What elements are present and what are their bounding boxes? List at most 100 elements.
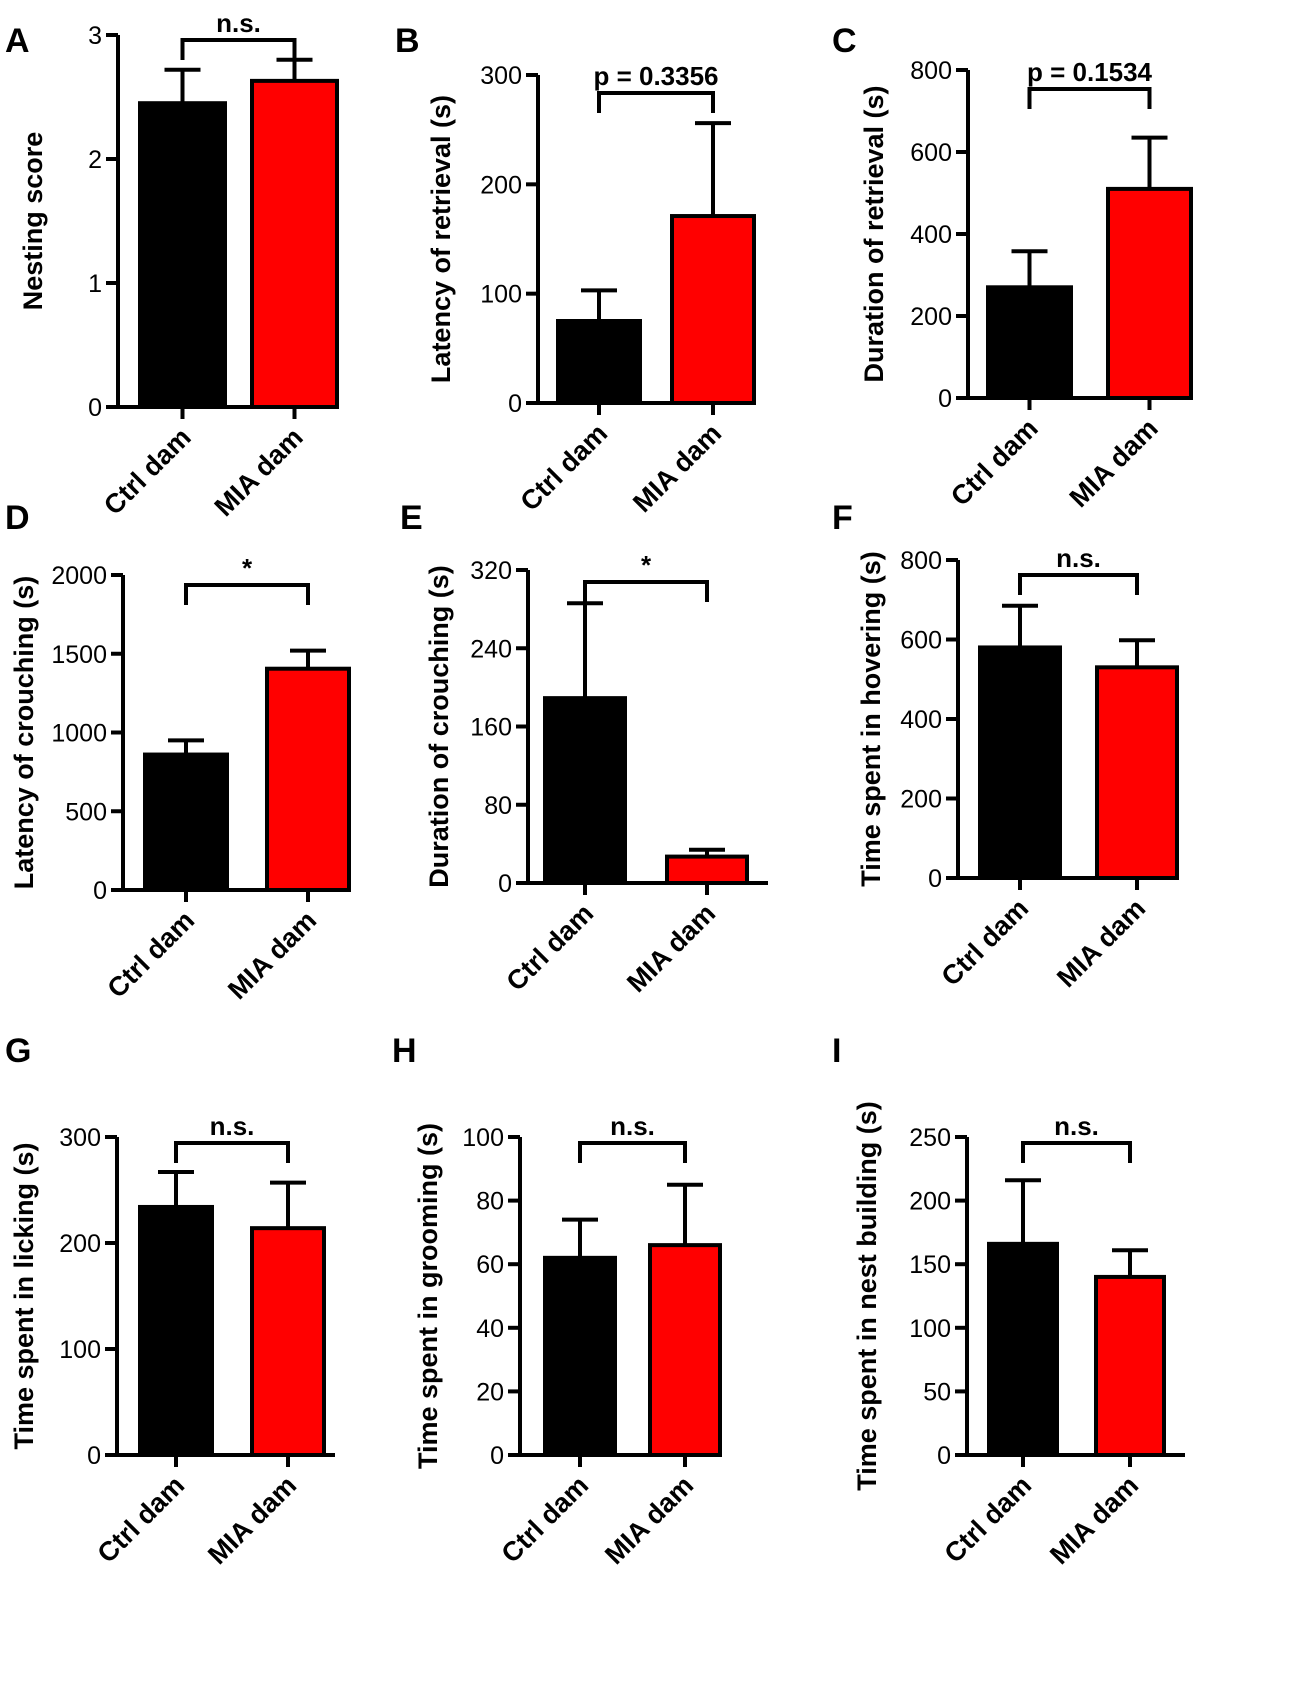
panel-g-ylabel: Time spent in licking (s) [9, 1142, 39, 1449]
panel-g-category-label: MIA dam [202, 1470, 302, 1570]
panel-a-category-label: Ctrl dam [98, 422, 197, 521]
panel-f-category-label: MIA dam [1051, 893, 1151, 993]
panel-e-ylabel: Duration of crouching (s) [424, 565, 454, 887]
panel-d-category-label: Ctrl dam [102, 905, 201, 1004]
panel-g-ytick-label: 300 [59, 1124, 101, 1152]
panel-i-bar-ctrl [987, 1241, 1059, 1458]
panel-g-ytick-label: 100 [59, 1336, 101, 1364]
panel-b-ytick-label: 0 [508, 390, 522, 418]
panel-i-ytick-label: 200 [909, 1188, 951, 1216]
panel-d-bar-mia [265, 666, 351, 893]
panel-d-ytick-label: 500 [65, 798, 107, 826]
panel-e-ytick-label: 160 [470, 714, 512, 742]
panel-h-letter: H [392, 1032, 417, 1070]
panel-e-ytick-label: 320 [470, 557, 512, 585]
panel-g-bar-mia [250, 1226, 326, 1458]
panel-i-ylabel: Time spent in nest building (s) [852, 1101, 882, 1491]
panel-e-ytick-label: 240 [470, 635, 512, 663]
panel-g-ytick-label: 0 [87, 1442, 101, 1470]
panel-i-sig-label: n.s. [1054, 1111, 1099, 1141]
panel-c-ytick-label: 0 [938, 385, 952, 413]
panel-i-category-label: Ctrl dam [939, 1470, 1038, 1569]
panel-e-ytick-label: 0 [498, 870, 512, 898]
panel-e-ytick-label: 80 [484, 792, 512, 820]
panel-g-letter: G [5, 1032, 31, 1070]
panel-c-category-label: Ctrl dam [945, 413, 1044, 512]
panel-a-ytick-label: 1 [88, 270, 102, 298]
panel-a-sig-bracket [180, 38, 297, 60]
panel-i-ytick-label: 50 [923, 1378, 951, 1406]
panel-g-sig-bracket [174, 1141, 290, 1163]
panel-h-ytick-label: 80 [476, 1188, 504, 1216]
panel-h-category-label: MIA dam [599, 1470, 699, 1570]
panel-e-category-label: Ctrl dam [501, 898, 600, 997]
panel-e-sig-bracket [583, 580, 709, 602]
panel-h-ytick-label: 40 [476, 1315, 504, 1343]
panel-d-sig-label: * [242, 553, 253, 583]
panel-c-sig-bracket [1027, 87, 1152, 109]
panel-h-sig-bracket [578, 1141, 687, 1163]
panel-d-sig-bracket [184, 583, 310, 605]
panel-g-ytick-label: 200 [59, 1230, 101, 1258]
panel-f-sig-bracket [1018, 573, 1139, 595]
panel-c-sig-label: p = 0.1534 [1027, 57, 1153, 87]
panel-f-ytick-label: 400 [900, 706, 942, 734]
panel-b-sig-bracket [597, 91, 715, 113]
panel-f-letter: F [832, 499, 853, 537]
panel-b-category-label: Ctrl dam [515, 418, 614, 517]
panel-d-bar-ctrl [143, 752, 229, 892]
panel-b-sig-label: p = 0.3356 [593, 61, 718, 91]
panel-e-sig-label: * [641, 550, 652, 580]
panel-a-letter: A [5, 22, 30, 60]
panel-h-ytick-label: 60 [476, 1251, 504, 1279]
panel-i-letter: I [832, 1032, 841, 1070]
panel-f-category-label: Ctrl dam [936, 893, 1035, 992]
panel-c-ytick-label: 400 [910, 221, 952, 249]
panel-c-ylabel: Duration of retrieval (s) [859, 85, 889, 382]
panel-g-bar-ctrl [138, 1204, 214, 1457]
panel-d-category-label: MIA dam [222, 905, 322, 1005]
panel-e-category-label: MIA dam [621, 898, 721, 998]
panel-h-ytick-label: 100 [462, 1124, 504, 1152]
panel-e-bar-mia [665, 854, 749, 886]
panel-d-ytick-label: 1500 [51, 641, 107, 669]
panel-i-ytick-label: 150 [909, 1251, 951, 1279]
panel-c-bar-mia [1106, 186, 1193, 400]
panel-f-sig-label: n.s. [1056, 543, 1101, 573]
panel-b-category-label: MIA dam [627, 418, 727, 518]
panel-h-ytick-label: 0 [490, 1442, 504, 1470]
panel-f-ylabel: Time spent in hovering (s) [856, 551, 886, 887]
panel-h-sig-label: n.s. [610, 1111, 655, 1141]
panel-b-bar-mia [670, 214, 756, 405]
panel-i-ytick-label: 250 [909, 1124, 951, 1152]
panel-h-bar-mia [648, 1243, 722, 1457]
panel-i-ytick-label: 0 [937, 1442, 951, 1470]
panel-a-ytick-label: 0 [88, 394, 102, 422]
panel-b-ytick-label: 300 [480, 62, 522, 90]
panel-h-ytick-label: 20 [476, 1378, 504, 1406]
panel-d-ytick-label: 2000 [51, 562, 107, 590]
panel-a-ylabel: Nesting score [18, 132, 48, 311]
panel-b-letter: B [395, 22, 420, 60]
panel-c-ytick-label: 600 [910, 139, 952, 167]
panel-c-letter: C [832, 22, 857, 60]
panel-b-ytick-label: 100 [480, 281, 522, 309]
panel-f-ytick-label: 600 [900, 627, 942, 655]
panel-f-ytick-label: 0 [928, 865, 942, 893]
panel-c-category-label: MIA dam [1064, 413, 1164, 513]
panel-h-ylabel: Time spent in grooming (s) [413, 1123, 443, 1469]
panel-f-ytick-label: 800 [900, 547, 942, 575]
panel-b-bar-ctrl [556, 319, 642, 405]
panel-i-bar-mia [1094, 1274, 1166, 1458]
panel-g-category-label: Ctrl dam [92, 1470, 191, 1569]
panel-i-ytick-label: 100 [909, 1315, 951, 1343]
panel-c-bar-ctrl [986, 285, 1073, 400]
panel-h-category-label: Ctrl dam [496, 1470, 595, 1569]
panel-c-ytick-label: 200 [910, 303, 952, 331]
panel-b-ylabel: Latency of retrieval (s) [426, 95, 456, 383]
panel-f-ytick-label: 200 [900, 786, 942, 814]
panel-i-sig-bracket [1021, 1141, 1132, 1163]
panel-f-bar-ctrl [978, 645, 1062, 881]
